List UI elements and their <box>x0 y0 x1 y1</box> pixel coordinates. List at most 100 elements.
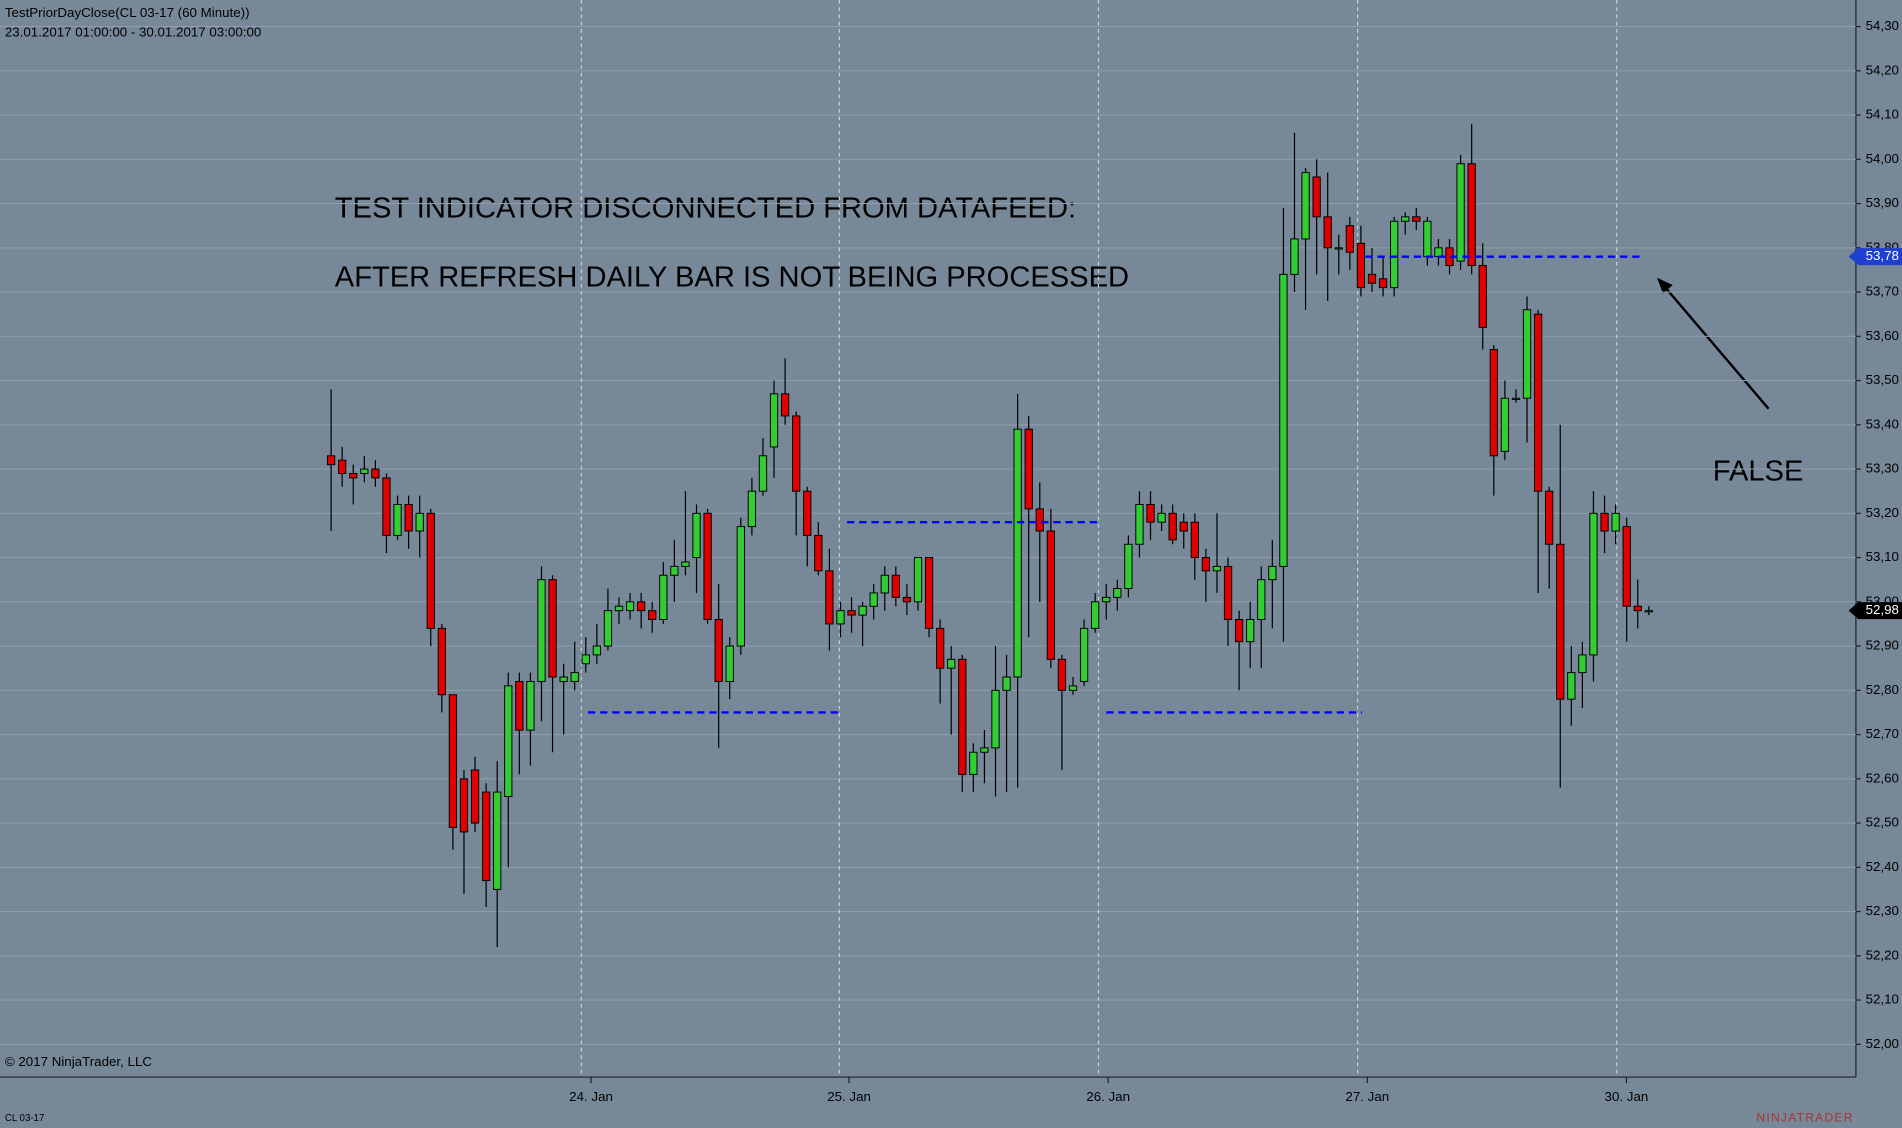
candle-body <box>1611 512 1620 532</box>
brand-logo: NINJATRADER <box>1756 1111 1853 1125</box>
candle-body <box>747 490 757 528</box>
arrow-shaft <box>1663 285 1770 410</box>
candle-body <box>947 658 956 669</box>
candle-body <box>1057 658 1067 691</box>
candle-body <box>404 503 413 532</box>
y-tick-label: 52,10 <box>1866 992 1899 1007</box>
candle-body <box>1390 220 1399 289</box>
candle-body <box>515 680 524 731</box>
candle-body <box>869 592 878 607</box>
candle-body <box>504 685 513 797</box>
candle-body <box>1644 610 1653 613</box>
candle-body <box>991 689 1000 749</box>
candle-body <box>326 455 336 466</box>
y-tick-label: 52,60 <box>1866 770 1899 785</box>
y-tick-label: 52,30 <box>1866 903 1899 918</box>
price-marker-label: 53,78 <box>1866 248 1899 263</box>
candle-body <box>1257 579 1266 620</box>
candle-body <box>393 503 402 536</box>
x-tick-label: 24. Jan <box>569 1089 613 1104</box>
candle-body <box>349 472 358 479</box>
candle-body <box>1013 428 1022 678</box>
candle-body <box>769 393 779 448</box>
candle-body <box>1589 512 1598 656</box>
candle-body <box>437 627 446 696</box>
candle-body <box>891 574 900 598</box>
candle-body <box>814 534 823 572</box>
candle-body <box>1511 397 1521 400</box>
candle-body <box>1578 654 1587 674</box>
y-tick-label: 53,60 <box>1866 328 1899 343</box>
candle-body <box>1113 588 1122 598</box>
candle-body <box>1412 216 1421 222</box>
candle-body <box>570 672 579 682</box>
candle-body <box>592 645 601 656</box>
candle-body <box>382 477 391 536</box>
candle-body <box>493 791 502 890</box>
x-tick-label: 30. Jan <box>1605 1089 1649 1104</box>
candle-body <box>1600 512 1609 532</box>
candle-body <box>1268 565 1277 581</box>
candle-body <box>1024 428 1033 510</box>
candle-body <box>1279 273 1288 567</box>
candle-body <box>1146 503 1155 523</box>
candle-body <box>625 601 635 612</box>
y-tick-label: 53,30 <box>1866 461 1899 476</box>
candle-body <box>1467 163 1476 266</box>
candle-body <box>371 468 380 479</box>
y-tick-label: 52,50 <box>1866 815 1899 830</box>
candle-body <box>1168 512 1177 541</box>
candle-body <box>481 791 491 882</box>
y-tick-label: 54,20 <box>1866 62 1899 77</box>
candle-body <box>459 778 469 833</box>
candle-body <box>537 579 546 682</box>
candle-body <box>1212 565 1222 572</box>
candle-body <box>1367 273 1377 284</box>
date-range: 23.01.2017 01:00:00 - 30.01.2017 03:00:0… <box>5 24 261 39</box>
candle-body <box>935 627 945 669</box>
candle-body <box>913 557 923 603</box>
candle-body <box>426 512 435 629</box>
candle-body <box>880 574 889 594</box>
candle-body <box>1246 619 1255 643</box>
candle-body <box>603 610 613 647</box>
y-tick-label: 53,70 <box>1866 284 1899 299</box>
candle-body <box>1157 512 1166 523</box>
candle-body <box>803 490 812 536</box>
candle-body <box>1124 543 1133 590</box>
candle-body <box>1500 397 1510 452</box>
candle-body <box>825 570 834 625</box>
arrow-head <box>1656 277 1673 294</box>
instrument: CL 03-17 <box>5 1113 45 1124</box>
candle-body <box>581 654 590 665</box>
y-tick-label: 53,90 <box>1866 195 1899 210</box>
y-tick-label: 52,80 <box>1866 682 1899 697</box>
y-tick-label: 54,10 <box>1866 107 1899 122</box>
candle-body <box>1002 676 1011 691</box>
candle-body <box>1290 238 1299 275</box>
candle-body <box>1567 672 1576 700</box>
candle-body <box>1234 619 1244 643</box>
candle-body <box>1533 313 1543 492</box>
candle-body <box>1035 508 1044 532</box>
candle-body <box>1423 220 1432 258</box>
candle-body <box>1489 349 1498 457</box>
candle-body <box>670 565 679 576</box>
candle-body <box>1135 503 1144 545</box>
price-marker-label: 52,98 <box>1866 602 1899 617</box>
candle-body <box>980 747 989 753</box>
candle-body <box>1179 521 1188 532</box>
candle-body <box>792 415 801 492</box>
candle-body <box>1223 565 1233 620</box>
price-marker <box>1848 602 1902 620</box>
candle-body <box>836 610 845 625</box>
price-marker <box>1848 248 1902 266</box>
candle-body <box>1201 557 1211 572</box>
candle-body <box>1401 216 1410 222</box>
candle-body <box>614 605 624 612</box>
annotation: AFTER REFRESH DAILY BAR IS NOT BEING PRO… <box>335 262 1129 294</box>
candle-body <box>559 676 568 682</box>
candle-body <box>448 694 458 828</box>
